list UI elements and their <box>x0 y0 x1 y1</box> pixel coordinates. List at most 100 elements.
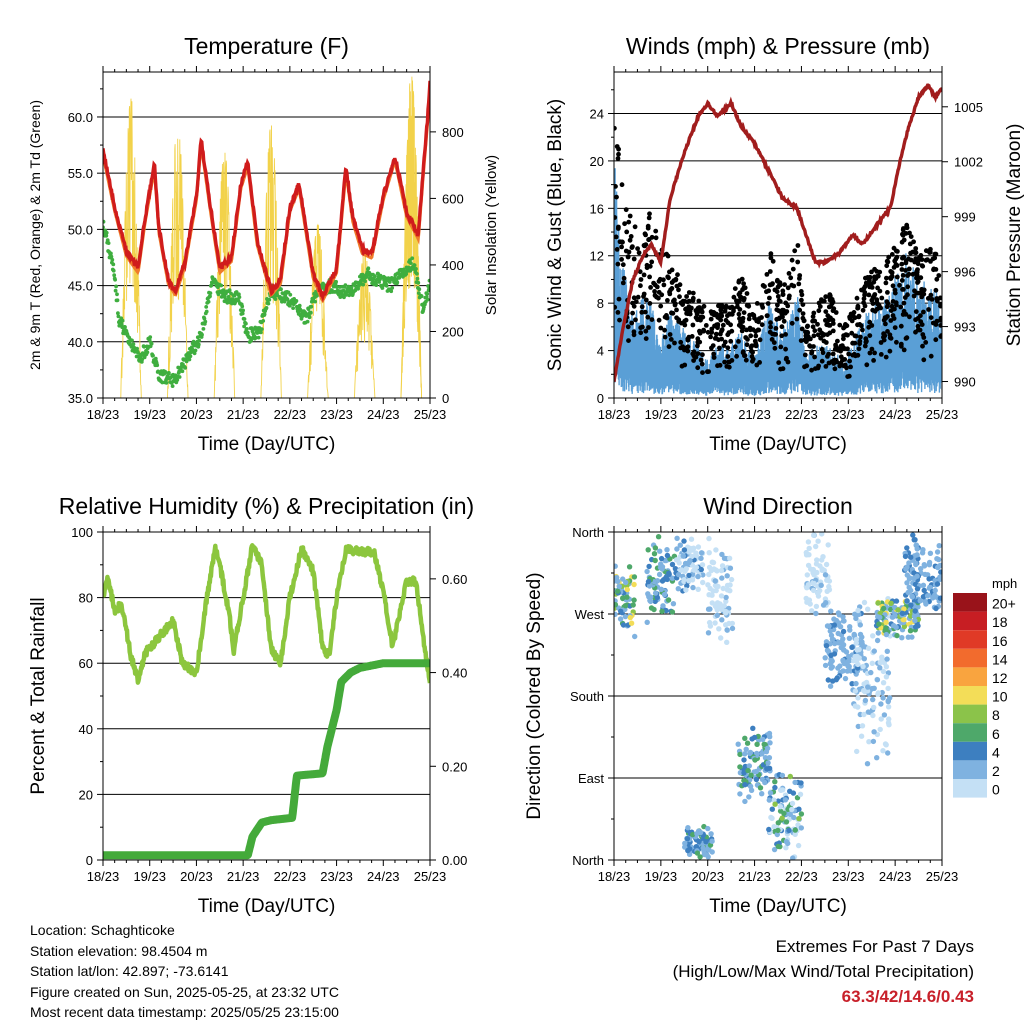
gust-point <box>620 280 626 286</box>
dewpoint-point <box>242 317 247 321</box>
gust-point <box>695 340 701 346</box>
wind-y-tick-label: 16 <box>590 201 604 216</box>
gust-point <box>928 292 934 298</box>
gust-point <box>743 357 749 363</box>
direction-point <box>878 701 884 707</box>
gust-point <box>739 328 745 334</box>
dewpoint-point <box>241 308 246 313</box>
gust-point <box>817 304 823 309</box>
gust-point <box>838 354 844 360</box>
gust-point <box>888 318 894 323</box>
dewpoint-point <box>261 319 266 323</box>
direction-point <box>849 681 855 687</box>
gust-point <box>684 294 689 299</box>
temp-y-tick-label: 45.0 <box>68 279 93 294</box>
direction-point <box>861 711 867 718</box>
dewpoint-point <box>279 287 283 292</box>
dewpoint-point <box>223 295 227 300</box>
direction-point <box>622 613 629 620</box>
gust-point <box>929 297 935 302</box>
direction-point <box>820 602 827 608</box>
direction-point <box>747 783 754 789</box>
dewpoint-point <box>164 381 169 385</box>
gust-point <box>892 325 898 330</box>
direction-point <box>852 703 858 709</box>
direction-point <box>822 655 828 661</box>
gust-point <box>820 350 826 356</box>
gust-point <box>892 290 898 296</box>
direction-point <box>864 761 871 767</box>
gust-point <box>738 323 744 328</box>
gust-point <box>800 311 806 316</box>
gust-point <box>871 358 876 363</box>
gust-point <box>878 340 884 345</box>
rh-y-tick-label: 60 <box>79 656 93 671</box>
dewpoint-point <box>344 293 349 297</box>
direction-point <box>771 824 777 830</box>
gust-point <box>885 329 890 334</box>
rh-x-axis-label: Time (Day/UTC) <box>198 896 336 917</box>
direction-point <box>627 614 633 621</box>
direction-point <box>723 598 729 604</box>
gust-point <box>641 294 646 299</box>
gust-point <box>921 357 927 363</box>
direction-point <box>861 656 867 662</box>
gust-point <box>856 346 862 352</box>
direction-point <box>877 659 883 666</box>
rh-y-tick-label: 100 <box>71 525 93 540</box>
dewpoint-point <box>105 238 110 243</box>
gust-point <box>900 312 906 317</box>
gust-point <box>780 307 785 313</box>
gust-point <box>901 347 907 353</box>
gust-point <box>845 332 850 338</box>
gust-point <box>672 340 677 346</box>
gust-point <box>620 262 626 268</box>
direction-point <box>670 601 677 607</box>
gust-point <box>895 249 900 254</box>
gust-point <box>698 314 704 320</box>
dewpoint-point <box>262 312 267 317</box>
pressure-line <box>614 83 942 383</box>
direction-point <box>706 571 712 578</box>
gust-point <box>740 315 746 321</box>
gust-point <box>737 307 743 312</box>
dewpoint-point <box>203 319 208 324</box>
gust-point <box>647 274 652 280</box>
direction-point <box>792 779 798 786</box>
direction-point <box>695 573 701 580</box>
direction-point <box>853 636 860 643</box>
dewpoint-point <box>253 335 258 340</box>
direction-point <box>708 831 714 837</box>
direction-point <box>693 564 700 571</box>
colorbar-label: 16 <box>992 633 1008 649</box>
dewpoint-point <box>288 292 293 297</box>
gust-point <box>728 338 734 344</box>
gust-point <box>661 282 667 288</box>
temp-y2-tick-label: 0 <box>442 391 449 406</box>
direction-point <box>813 603 820 610</box>
gust-point <box>649 259 655 265</box>
dewpoint-point <box>343 283 348 287</box>
dir-y-tick-label: North <box>572 853 604 868</box>
colorbar-swatch <box>953 686 987 705</box>
gust-point <box>894 339 899 345</box>
gust-point <box>669 286 675 291</box>
gust-point <box>729 328 735 334</box>
dewpoint-point <box>259 330 263 335</box>
dewpoint-point <box>419 294 424 299</box>
gust-point <box>936 273 942 278</box>
colorbar-swatch <box>953 704 987 724</box>
gust-point <box>775 294 781 299</box>
dir-x-tick-label: 20/23 <box>691 869 724 884</box>
direction-point <box>854 748 860 755</box>
gust-point <box>695 336 701 342</box>
direction-point <box>744 740 751 746</box>
direction-point <box>665 597 672 603</box>
direction-point <box>861 687 867 694</box>
direction-point <box>813 561 820 567</box>
gust-point <box>928 353 934 359</box>
gust-point <box>837 322 843 328</box>
gust-point <box>741 296 747 301</box>
gust-point <box>776 360 782 365</box>
